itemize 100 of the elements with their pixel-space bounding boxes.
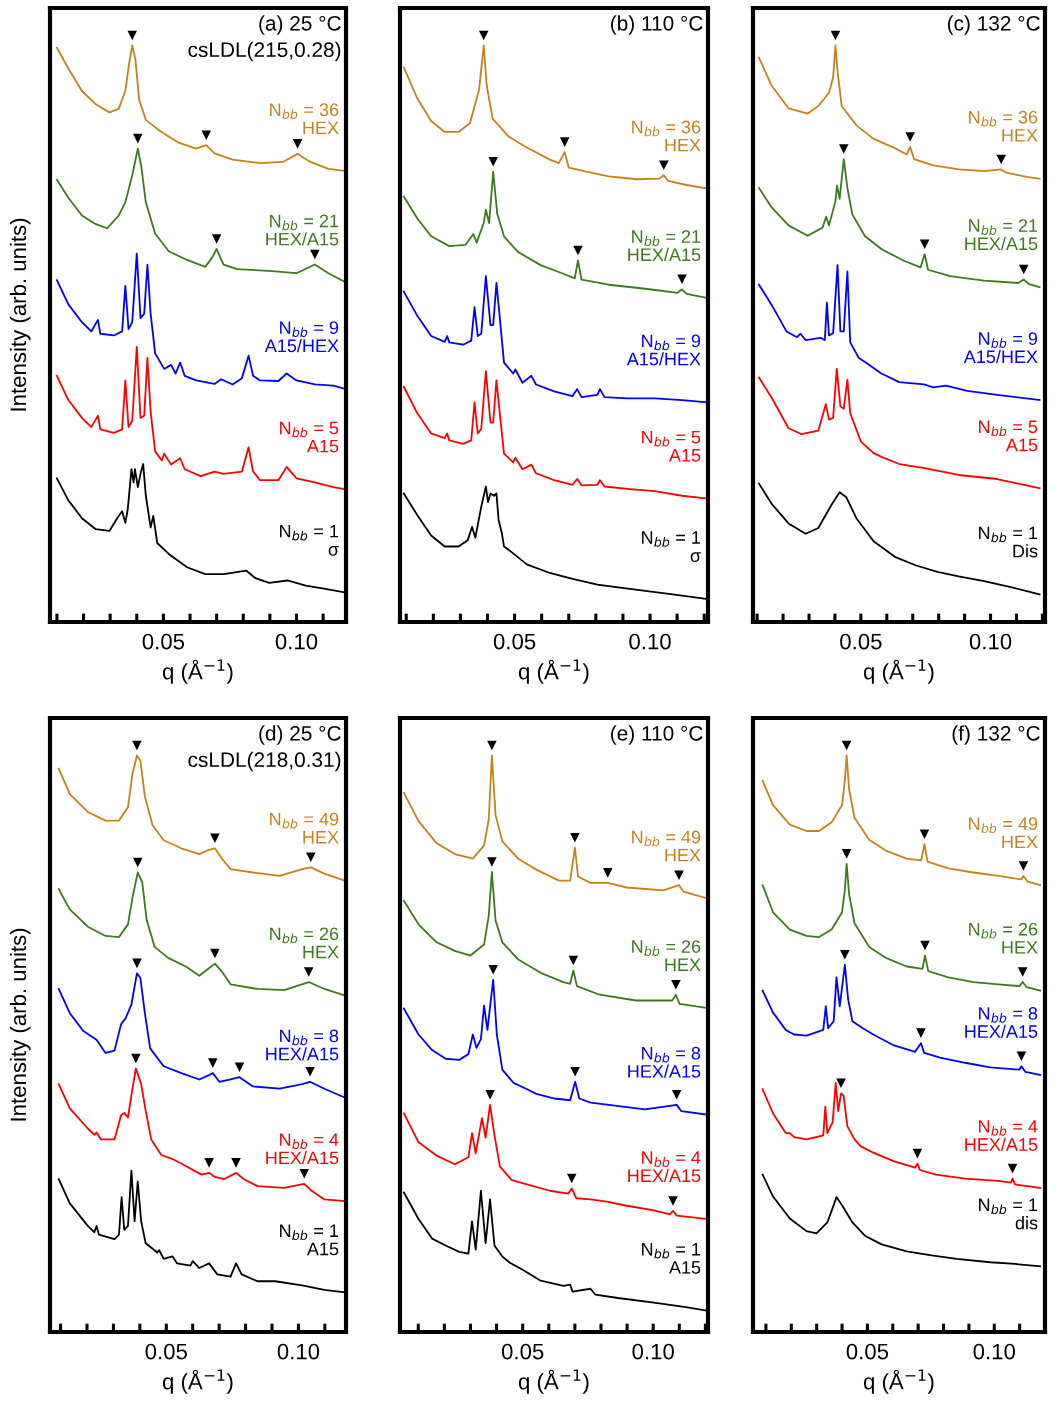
x-axis-title: q (Å$^{−1}$) (518, 1369, 589, 1394)
series-label: N$_{bb}$ = 1 Dis (979, 526, 1038, 558)
annotation: ▼ (919, 829, 930, 840)
series-label: N$_{bb}$ = 1 dis (979, 1198, 1038, 1230)
annotation: ▼ (920, 940, 930, 951)
annotation: ▼ (133, 133, 143, 144)
annotation: ▼ (488, 964, 498, 975)
series-label: N$_{bb}$ = 5 A15 (979, 420, 1038, 452)
annotation: ▼ (1007, 1163, 1018, 1174)
annotation: ▼ (677, 274, 687, 285)
chart-title: (f) 132 °C (952, 725, 1040, 745)
x-axis-title: q (Å$^{−1}$) (162, 659, 233, 684)
series-label: N$_{bb}$ = 4 HEX/A15 (266, 1133, 339, 1165)
x-tick-label: 0.10 (632, 1343, 674, 1360)
annotation: ▼ (201, 130, 212, 140)
x-tick-label: 0.05 (142, 633, 185, 650)
series-label: N$_{bb}$ = 4 HEX/A15 (965, 1120, 1038, 1151)
series-label: N$_{bb}$ = 1 σ (280, 524, 339, 556)
y-axis-title: Intensity (arb. units) (9, 928, 31, 1121)
annotation: ▼ (204, 1158, 214, 1168)
annotation: ▼ (306, 852, 316, 863)
series-label: N$_{bb}$ = 21 HEX/A15 (628, 230, 701, 262)
annotation: ▼ (234, 1062, 245, 1072)
annotation: ▼ (1018, 264, 1029, 275)
annotation: ▼ (292, 139, 303, 149)
annotation: ▼ (487, 857, 497, 867)
annotation: ▼ (570, 832, 580, 843)
series-label: N$_{bb}$ = 36 HEX (632, 120, 701, 152)
annotation: ▼ (905, 132, 915, 142)
x-axis-title: q (Å$^{−1}$) (162, 1369, 233, 1394)
chart-title: (e) 110 °C (611, 725, 703, 745)
annotation: ▼ (310, 249, 320, 260)
x-tick-label: 0.10 (629, 633, 671, 650)
annotation: ▼ (836, 1078, 846, 1089)
chart-title: (d) 25 °C (259, 725, 341, 745)
series-label: N$_{bb}$ = 49 HEX (632, 830, 701, 862)
series-label: N$_{bb}$ = 9 A15/HEX (264, 321, 339, 353)
chart-title: (a) 25 °C (259, 15, 341, 35)
annotation: ▼ (996, 154, 1006, 165)
annotation: ▼ (841, 849, 852, 859)
annotation: ▼ (208, 1058, 218, 1068)
annotation: ▼ (916, 1028, 926, 1038)
x-tick-label: 0.05 (840, 633, 882, 650)
x-tick-label: 0.10 (969, 633, 1012, 650)
annotation: ▼ (299, 1169, 310, 1179)
series-label: N$_{bb}$ = 26 HEX (969, 922, 1038, 954)
chart-subtitle: csLDL(218,0.31) (188, 751, 341, 772)
x-tick-label: 0.10 (275, 633, 318, 650)
series-label: N$_{bb}$ = 36 HEX (270, 103, 339, 135)
annotation: ▼ (210, 948, 220, 959)
annotation: ▼ (1018, 861, 1029, 871)
annotation: ▼ (566, 1173, 577, 1184)
series-label: N$_{bb}$ = 8 HEX/A15 (628, 1046, 701, 1078)
series-label: N$_{bb}$ = 5 A15 (642, 430, 701, 462)
series-label: N$_{bb}$ = 26 HEX (270, 927, 339, 959)
annotation: ▼ (671, 1090, 682, 1100)
y-axis-title: Intensity (arb. units) (9, 218, 31, 411)
annotation: ▼ (303, 967, 314, 977)
series-label: N$_{bb}$ = 49 HEX (969, 817, 1038, 849)
annotation: ▼ (838, 144, 849, 154)
annotation: ▼ (488, 156, 498, 167)
x-axis-title: q (Å$^{−1}$) (863, 659, 934, 684)
annotation: ▼ (132, 857, 143, 868)
series-label: N$_{bb}$ = 1 A15 (642, 1242, 701, 1274)
series-label: N$_{bb}$ = 49 HEX (270, 812, 339, 844)
annotation: ▼ (573, 245, 583, 256)
series-label: N$_{bb}$ = 4 HEX/A15 (628, 1151, 701, 1183)
x-tick-label: 0.10 (277, 1343, 320, 1360)
series-label: N$_{bb}$ = 1 σ (642, 531, 701, 563)
chart-title: (c) 132 °C (947, 15, 1040, 35)
series-label: N$_{bb}$ = 21 HEX/A15 (266, 214, 339, 246)
x-tick-label: 0.10 (973, 1343, 1016, 1360)
annotation: ▼ (659, 160, 669, 170)
annotation: ▼ (830, 30, 841, 41)
annotation: ▼ (674, 870, 684, 880)
annotation: ▼ (211, 234, 222, 244)
series-label: N$_{bb}$ = 1 A15 (280, 1224, 339, 1256)
annotation: ▼ (305, 1066, 315, 1077)
chart-title: (b) 110 °C (611, 15, 703, 35)
series-label: N$_{bb}$ = 26 HEX (632, 940, 701, 971)
annotation: ▼ (131, 1053, 141, 1064)
annotation: ▼ (912, 1148, 923, 1159)
annotation: ▼ (132, 958, 142, 969)
annotation: ▼ (127, 30, 138, 41)
series-label: N$_{bb}$ = 8 HEX/A15 (266, 1029, 339, 1061)
series-label: N$_{bb}$ = 9 A15/HEX (626, 334, 701, 366)
annotation: ▼ (231, 1158, 241, 1168)
annotation: ▼ (132, 740, 142, 751)
annotation: ▼ (919, 239, 930, 249)
x-tick-label: 0.05 (145, 1343, 187, 1360)
x-tick-label: 0.05 (846, 1343, 889, 1360)
annotation: ▼ (568, 955, 579, 966)
annotation: ▼ (841, 740, 852, 751)
x-tick-label: 0.05 (493, 633, 536, 650)
annotation: ▼ (1016, 1051, 1027, 1061)
series-label: N$_{bb}$ = 8 HEX/A15 (965, 1007, 1038, 1038)
annotation: ▼ (478, 30, 489, 41)
annotation: ▼ (570, 1066, 580, 1077)
series-label: N$_{bb}$ = 21 HEX/A15 (965, 219, 1038, 251)
annotation: ▼ (487, 740, 497, 751)
